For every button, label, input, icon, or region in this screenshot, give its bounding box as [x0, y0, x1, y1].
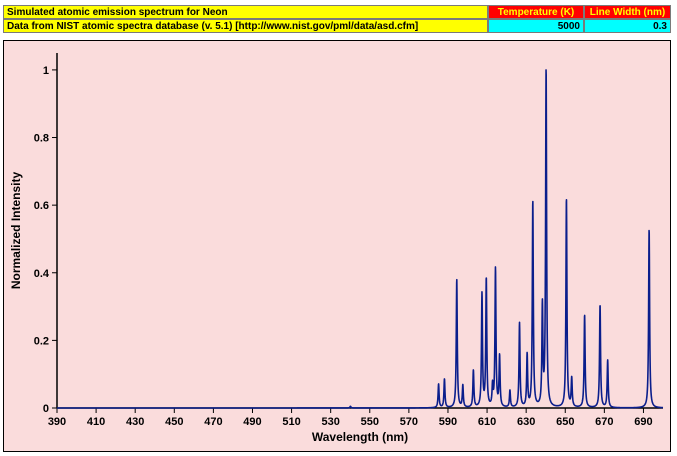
temperature-value-cell[interactable]: 5000	[488, 19, 584, 33]
x-tick-label: 490	[243, 416, 261, 428]
x-tick-label: 470	[204, 416, 222, 428]
y-tick-label: 0.6	[34, 200, 49, 212]
y-tick-label: 0.8	[34, 133, 49, 145]
x-tick-label: 690	[634, 416, 652, 428]
linewidth-value-cell[interactable]: 0.3	[584, 19, 671, 33]
y-tick-label: 0.2	[34, 335, 49, 347]
y-tick-label: 0	[43, 403, 49, 415]
spectrum-chart: 390 410 430 450 470 490 510 530 550 570 590 610 630 6…	[9, 53, 664, 444]
x-tick-label: 670	[595, 416, 613, 428]
x-tick-label: 650	[556, 416, 574, 428]
x-tick-label: 630	[517, 416, 535, 428]
y-tick-label: 1	[43, 65, 49, 77]
x-tick-label: 510	[282, 416, 300, 428]
source-cell: Data from NIST atomic spectra database (…	[3, 19, 488, 33]
temperature-label-cell: Temperature (K)	[488, 5, 584, 19]
title-cell: Simulated atomic emission spectrum for N…	[3, 5, 488, 19]
x-tick-label: 550	[361, 416, 379, 428]
x-tick-label: 410	[87, 416, 105, 428]
y-ticks: 0 0.2 0.4 0.6 0.8 1	[34, 65, 57, 415]
y-tick-label: 0.4	[34, 268, 50, 280]
x-tick-label: 430	[126, 416, 144, 428]
x-tick-label: 570	[400, 416, 418, 428]
linewidth-label-cell: Line Width (nm)	[584, 5, 671, 19]
y-axis-title: Normalized Intensity	[9, 171, 23, 289]
x-tick-label: 610	[478, 416, 496, 428]
spectrum-line	[56, 69, 664, 409]
chart-area: 390 410 430 450 470 490 510 530 550 570 590 610 630 6…	[3, 40, 671, 452]
x-tick-label: 450	[165, 416, 183, 428]
x-tick-label: 390	[48, 416, 66, 428]
x-tick-label: 530	[321, 416, 339, 428]
x-axis-title: Wavelength (nm)	[312, 430, 408, 444]
x-ticks: 390 410 430 450 470 490 510 530 550 570 590 610 630 6…	[48, 408, 653, 428]
x-tick-label: 590	[439, 416, 457, 428]
